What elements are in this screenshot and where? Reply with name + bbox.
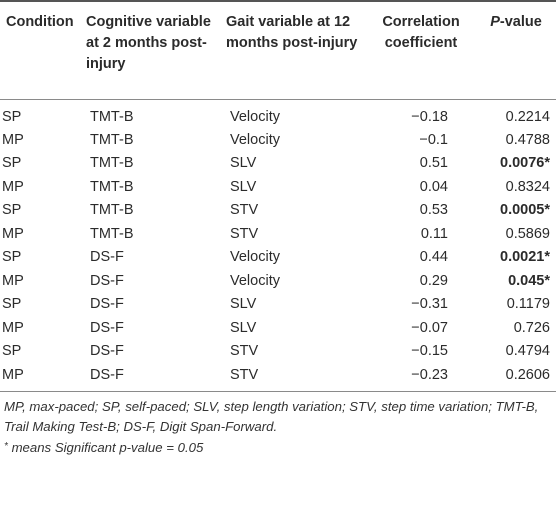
cell-gait-variable: STV (220, 363, 370, 392)
cell-cognitive-variable: DS-F (90, 296, 124, 312)
cell-pvalue: 0.5869 (505, 225, 550, 242)
table-row: SP DS-F STV −0.15 0.4794 (0, 340, 556, 364)
cell-cognitive-variable: TMT-B (90, 225, 134, 242)
cell-cognitive-variable: DS-F (90, 319, 124, 336)
header-pvalue-p: P (490, 14, 500, 30)
cell-cognitive-variable: TMT-B (90, 202, 134, 218)
cell-cognitive-variable: DS-F (80, 363, 220, 392)
footnote-significance-text: means Significant p-value = 0.05 (7, 440, 204, 455)
cell-cognitive-variable: TMT-B (90, 178, 134, 195)
table-footnote: MP, max-paced; SP, self-paced; SLV, step… (0, 392, 556, 458)
cell-pvalue: 0.0021* (500, 249, 550, 265)
cell-correlation: 0.51 (419, 155, 448, 171)
table-body: SP TMT-B Velocity −0.18 0.2214 MP TMT-B Velocit… (0, 99, 556, 392)
cell-condition: MP (2, 131, 24, 148)
cell-correlation: −0.1 (419, 131, 448, 148)
cell-gait-variable: Velocity (230, 272, 280, 289)
header-pvalue: P-value (470, 0, 556, 100)
cell-cognitive-variable: TMT-B (90, 155, 134, 171)
cell-condition: SP (2, 155, 22, 171)
cell-gait-variable: SLV (230, 296, 257, 312)
table-row: SP DS-F Velocity 0.44 0.0021* (0, 246, 556, 270)
cell-condition: MP (2, 225, 24, 242)
cell-cognitive-variable: TMT-B (90, 108, 134, 125)
cell-correlation: 0.29 (419, 272, 448, 289)
table-header: Condition Cognitive variable at 2 months… (0, 0, 556, 100)
table-row: SP TMT-B Velocity −0.18 0.2214 (0, 99, 556, 129)
cell-correlation: −0.07 (411, 319, 448, 336)
cell-cognitive-variable: DS-F (90, 272, 124, 289)
cell-cognitive-variable: TMT-B (90, 131, 134, 148)
cell-pvalue: 0.0005* (500, 202, 550, 218)
cell-correlation: −0.23 (370, 363, 470, 392)
table-row: SP DS-F SLV −0.31 0.1179 (0, 293, 556, 317)
header-pvalue-suffix: -value (499, 14, 542, 30)
cell-gait-variable: SLV (230, 155, 257, 171)
cell-condition: SP (2, 249, 22, 265)
cell-gait-variable: Velocity (230, 249, 280, 265)
header-row: Condition Cognitive variable at 2 months… (0, 0, 556, 100)
cell-correlation: 0.11 (420, 225, 448, 242)
table-row: MP TMT-B Velocity −0.1 0.4788 (0, 129, 556, 153)
cell-pvalue: 0.726 (513, 319, 550, 336)
cell-correlation: 0.44 (419, 249, 448, 265)
cell-pvalue: 0.4794 (505, 343, 550, 359)
cell-gait-variable: Velocity (230, 131, 280, 148)
footnote-significance: * means Significant p-value = 0.05 (4, 437, 550, 458)
cell-correlation: −0.31 (411, 296, 448, 312)
cell-condition: MP (2, 319, 24, 336)
cell-condition: SP (2, 202, 22, 218)
footnote-abbreviations: MP, max-paced; SP, self-paced; SLV, step… (4, 399, 539, 434)
footnote-asterisk: * (4, 441, 8, 452)
cell-cognitive-variable: DS-F (90, 249, 124, 265)
cell-correlation: 0.04 (419, 178, 448, 195)
cell-condition: MP (2, 272, 24, 289)
cell-condition: MP (0, 363, 80, 392)
table-row: MP TMT-B SLV 0.04 0.8324 (0, 176, 556, 200)
cell-pvalue: 0.2606 (470, 363, 556, 392)
cell-cognitive-variable: DS-F (90, 343, 124, 359)
header-gait-variable: Gait variable at 12 months post-injury (220, 0, 370, 100)
cell-pvalue: 0.0076* (500, 155, 550, 171)
cell-condition: SP (2, 296, 22, 312)
cell-gait-variable: SLV (230, 178, 257, 195)
cell-gait-variable: STV (230, 343, 259, 359)
cell-gait-variable: SLV (230, 319, 257, 336)
cell-pvalue: 0.2214 (505, 108, 550, 125)
cell-pvalue: 0.4788 (505, 131, 550, 148)
cell-gait-variable: STV (230, 202, 259, 218)
cell-correlation: 0.53 (419, 202, 448, 218)
table-row: MP TMT-B STV 0.11 0.5869 (0, 223, 556, 247)
cell-gait-variable: STV (230, 225, 259, 242)
cell-condition: SP (2, 108, 22, 125)
cell-correlation: −0.15 (411, 343, 448, 359)
cell-condition: SP (2, 343, 22, 359)
table-row: SP TMT-B SLV 0.51 0.0076* (0, 152, 556, 176)
header-correlation: Correlation coefficient (370, 0, 470, 100)
cell-correlation: −0.18 (411, 108, 448, 125)
table-row: SP TMT-B STV 0.53 0.0005* (0, 199, 556, 223)
table-row: MP DS-F Velocity 0.29 0.045* (0, 270, 556, 294)
cell-pvalue: 0.1179 (506, 296, 550, 312)
cell-gait-variable: Velocity (230, 108, 280, 125)
cell-pvalue: 0.8324 (505, 178, 550, 195)
table-row: MP DS-F STV −0.23 0.2606 (0, 363, 556, 392)
header-cognitive-variable: Cognitive variable at 2 months post-inju… (80, 0, 220, 100)
cell-pvalue: 0.045* (508, 272, 550, 289)
header-condition: Condition (0, 0, 80, 100)
correlation-table: Condition Cognitive variable at 2 months… (0, 0, 556, 392)
table-row: MP DS-F SLV −0.07 0.726 (0, 317, 556, 341)
cell-condition: MP (2, 178, 24, 195)
